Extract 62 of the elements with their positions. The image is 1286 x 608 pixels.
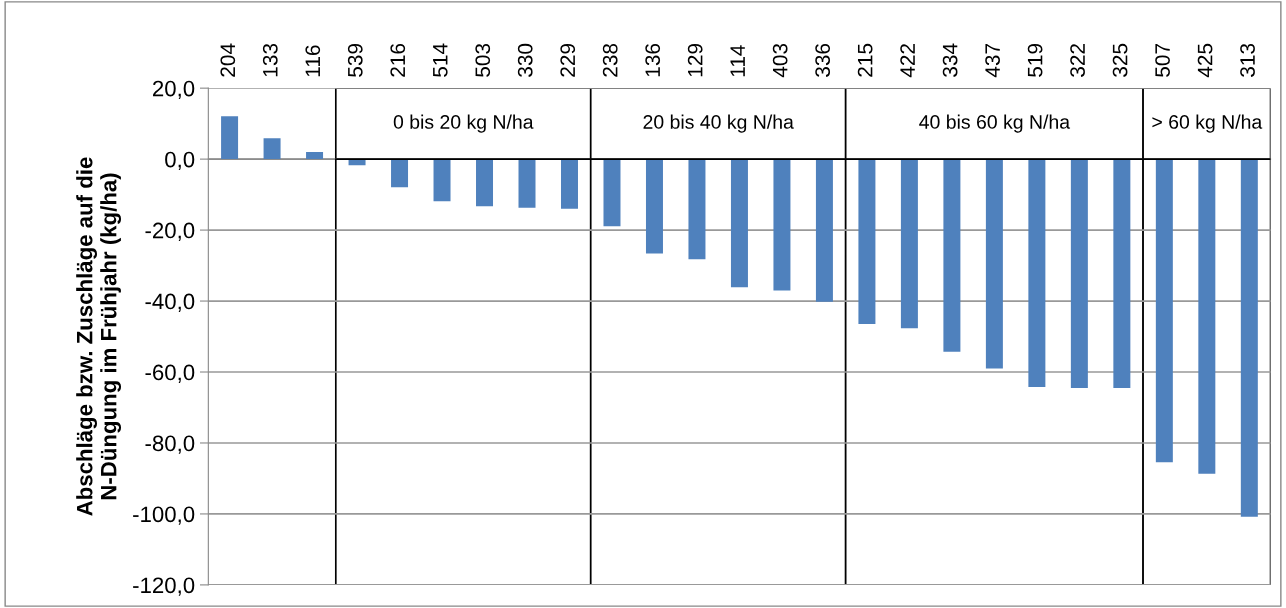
bar — [1070, 159, 1088, 388]
band-label: > 60 kg N/ha — [1152, 114, 1263, 133]
x-tick-label: 116 — [305, 45, 321, 77]
x-tick-label: 437 — [985, 44, 1000, 78]
bar — [985, 159, 1003, 369]
x-tick-label: 403 — [772, 43, 788, 78]
bar — [263, 138, 281, 160]
bar — [730, 159, 748, 288]
bar — [1240, 159, 1258, 517]
y-tick-label: -20,0 — [145, 222, 195, 241]
y-axis-title: Abschläge bzw. Zuschläge auf die N-Düngung im Frühjahr (kg/ha) — [76, 157, 122, 516]
x-tick-label: 216 — [390, 43, 406, 77]
x-tick-label: 313 — [1240, 43, 1255, 77]
band-label: 40 bis 60 kg N/ha — [919, 114, 1071, 133]
x-tick-label: 507 — [1155, 44, 1170, 77]
band-label: 0 bis 20 kg N/ha — [393, 114, 534, 133]
x-tick-label: 238 — [602, 43, 618, 77]
bar — [221, 116, 239, 160]
bar — [815, 159, 833, 302]
x-tick-label: 422 — [900, 44, 915, 78]
x-tick-label: 539 — [347, 43, 363, 77]
bar — [943, 159, 961, 352]
x-tick-label: 136 — [645, 43, 661, 77]
bar — [476, 159, 494, 207]
bar — [603, 159, 621, 227]
bar — [518, 159, 536, 208]
bar — [391, 159, 409, 188]
bar — [306, 152, 324, 160]
x-tick-label: 133 — [262, 43, 278, 77]
x-tick-label: 336 — [815, 43, 831, 77]
x-tick-label: 229 — [560, 43, 576, 77]
bar — [1113, 159, 1131, 388]
y-tick-label: -80,0 — [145, 435, 195, 454]
bar — [688, 159, 706, 260]
y-tick-label: -120,0 — [133, 577, 195, 596]
x-tick-label: 114 — [730, 45, 745, 77]
y-tick-label: -60,0 — [145, 364, 195, 383]
x-tick-label: 322 — [1070, 44, 1085, 77]
x-tick-label: 330 — [517, 43, 533, 77]
bar — [645, 159, 663, 254]
x-tick-label: 503 — [475, 43, 491, 77]
x-tick-label: 425 — [1197, 43, 1213, 78]
bar — [1155, 159, 1173, 463]
bar — [1028, 159, 1046, 387]
x-tick-label: 215 — [857, 43, 873, 77]
bar — [1198, 159, 1216, 474]
bar — [858, 159, 876, 325]
bar — [900, 159, 918, 329]
y-tick-label: -40,0 — [145, 293, 195, 312]
bar — [560, 159, 578, 209]
x-tick-label: 519 — [1027, 43, 1043, 77]
bar — [773, 159, 791, 291]
x-tick-label: 514 — [433, 43, 448, 77]
x-tick-label: 334 — [942, 43, 958, 77]
y-tick-label: 0,0 — [165, 151, 195, 171]
bar — [433, 159, 451, 202]
band-label: 20 bis 40 kg N/ha — [643, 114, 794, 133]
x-tick-label: 325 — [1112, 43, 1128, 77]
y-tick-label: 20,0 — [153, 80, 195, 100]
x-tick-label: 204 — [220, 43, 236, 77]
x-tick-label: 129 — [687, 43, 703, 77]
y-tick-label: -100,0 — [133, 506, 195, 525]
